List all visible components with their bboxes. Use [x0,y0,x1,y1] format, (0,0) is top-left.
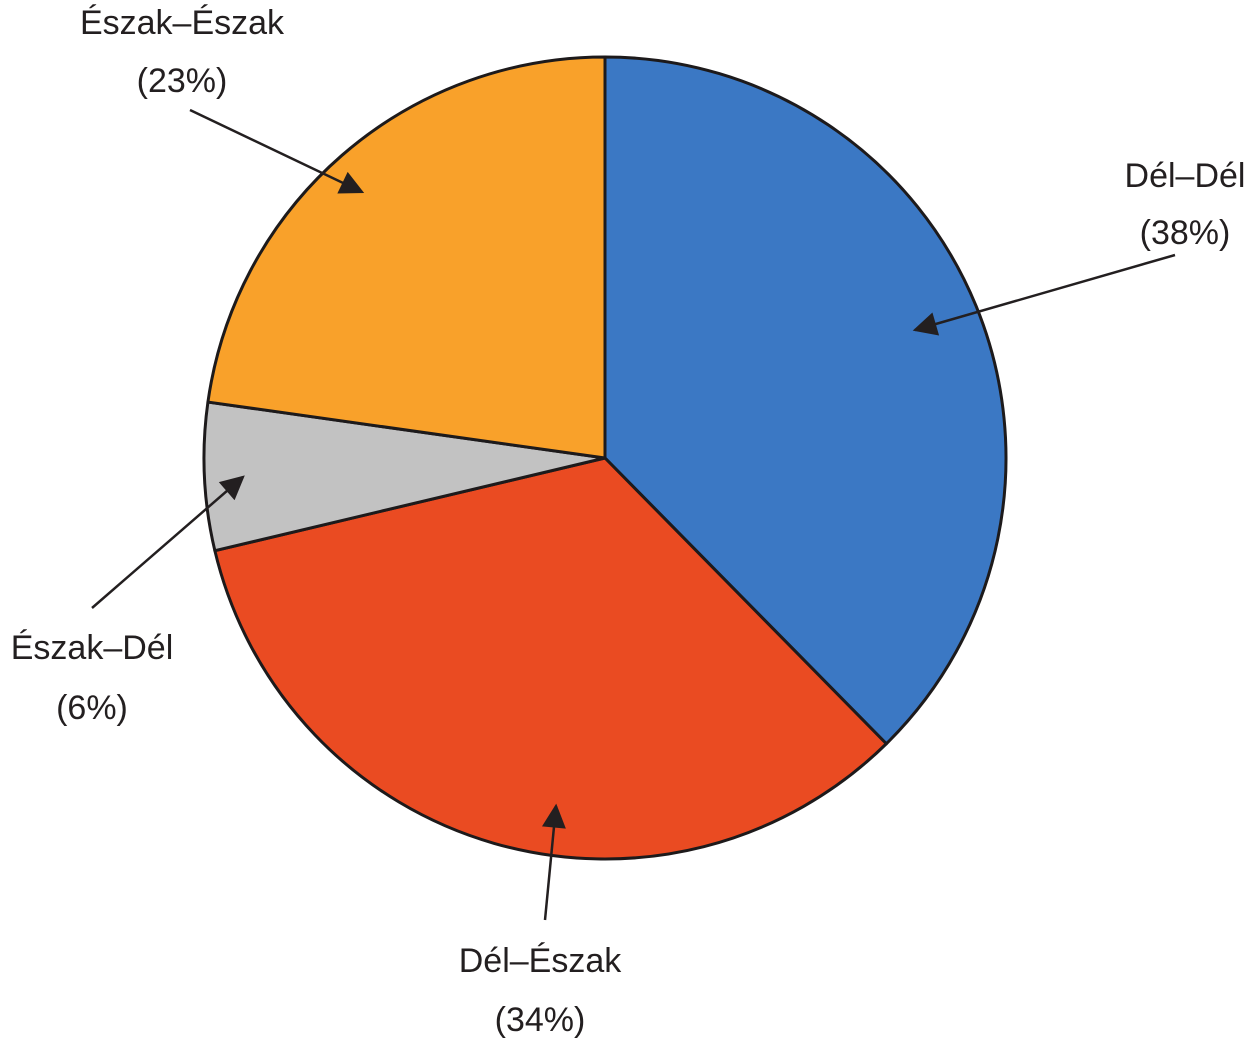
label-arrow [189,108,365,194]
labels: Dél–Dél (38%) Dél–Észak (34%) Észak–Dél (6%) É… [11,4,1246,1039]
pie-slice [603,55,1008,746]
slice-label: Dél–Dél [1125,157,1246,195]
pie-slice [213,456,888,861]
pie-slice [206,55,607,460]
pie [202,55,1008,861]
slice-label: Dél–Észak [459,942,623,980]
label-arrow [912,253,1176,336]
slice-label: Észak–Dél [11,629,174,667]
slice-value-label: (38%) [1140,214,1231,252]
label-arrow [91,475,245,609]
slice-value-label: (34%) [495,1001,586,1039]
slice-value-label: (23%) [137,62,228,100]
slice-value-label: (6%) [56,689,128,727]
label-arrow [541,803,566,921]
pie-slice [202,400,607,553]
slice-label: Észak–Észak [80,4,285,42]
